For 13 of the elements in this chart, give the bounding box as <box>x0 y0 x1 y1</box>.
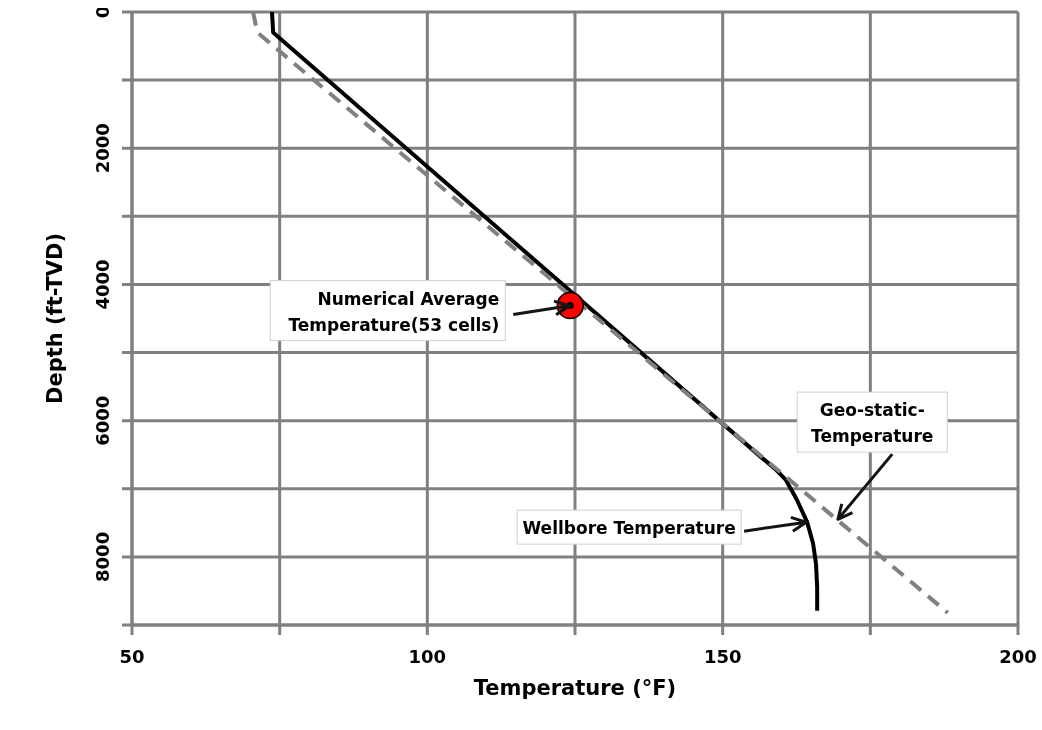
y-tick-label: 8000 <box>92 531 113 582</box>
x-tick-label: 50 <box>119 646 145 667</box>
y-tick-label: 2000 <box>92 123 113 174</box>
x-tick-label: 150 <box>703 646 742 667</box>
annotation: Wellbore Temperature <box>522 518 736 539</box>
annotation: Geo-static- Temperature <box>811 400 934 447</box>
x-tick-label: 100 <box>408 646 447 667</box>
y-tick-label: 6000 <box>92 395 113 446</box>
annotation: Numerical Average Temperature(53 cells) <box>288 288 500 335</box>
y-tick-label: 4000 <box>92 259 113 310</box>
x-axis-title: Temperature (°F) <box>473 676 677 700</box>
y-axis-title: Depth (ft-TVD) <box>43 232 67 405</box>
x-tick-label: 200 <box>999 646 1037 667</box>
